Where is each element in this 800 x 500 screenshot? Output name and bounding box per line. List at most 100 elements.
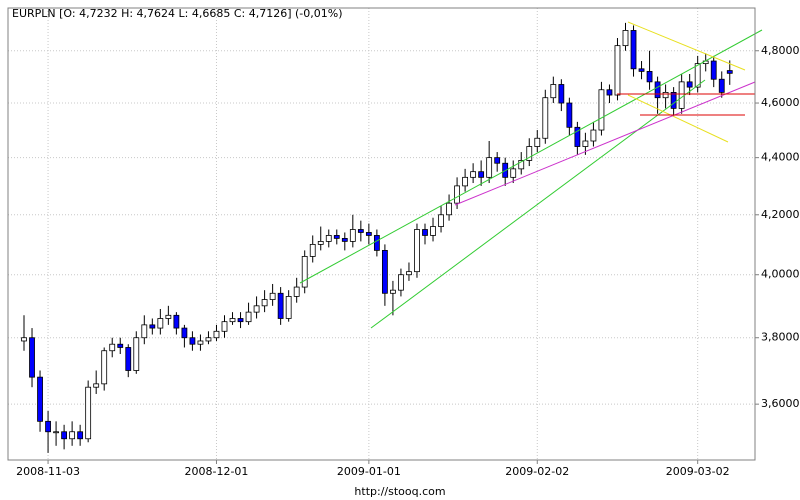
- y-tick-label: 4,4000: [761, 151, 800, 164]
- candle-body: [550, 84, 557, 99]
- candle-body: [670, 92, 677, 109]
- candle-body: [165, 314, 172, 319]
- y-tick-label: 4,8000: [761, 44, 800, 57]
- trend-lines: [299, 21, 763, 329]
- candle-body: [662, 92, 669, 99]
- channel-line: [370, 79, 706, 329]
- candles: [21, 22, 733, 453]
- candle-body: [77, 431, 84, 440]
- candle-body: [406, 271, 412, 276]
- candle-body: [157, 318, 164, 329]
- candle-body: [173, 314, 180, 329]
- candle-body: [245, 311, 252, 323]
- candle-body: [598, 89, 605, 131]
- y-tick-label: 4,0000: [761, 268, 800, 281]
- candle-body: [221, 321, 228, 332]
- candle-body: [261, 299, 268, 307]
- candle-body: [325, 235, 332, 242]
- candle-body: [678, 81, 685, 109]
- candle-body: [390, 289, 396, 294]
- candle-body: [229, 318, 236, 323]
- candle-body: [189, 337, 196, 345]
- candle-body: [85, 386, 92, 440]
- candle-body: [574, 126, 581, 147]
- candle-body: [526, 146, 533, 161]
- candle-body: [686, 81, 693, 88]
- plot-frame: [7, 7, 756, 461]
- candle-body: [269, 292, 276, 300]
- candle-body: [582, 140, 589, 147]
- candle-body: [285, 296, 292, 319]
- candle-body: [301, 256, 308, 288]
- candle-body: [117, 343, 124, 348]
- candle-body: [606, 89, 613, 96]
- x-tick-label: 2009-01-01: [337, 465, 401, 478]
- candle-body: [710, 60, 717, 80]
- candle-body: [470, 171, 477, 178]
- candle-body: [373, 235, 380, 251]
- candle-body: [133, 337, 140, 371]
- candle-body: [430, 226, 436, 236]
- candle-body: [438, 214, 444, 227]
- y-tick-label: 4,2000: [761, 208, 800, 221]
- candle-body: [61, 431, 67, 440]
- candle-body: [253, 305, 260, 313]
- candle-body: [341, 238, 348, 242]
- candle-body: [542, 97, 549, 139]
- candle-body: [486, 157, 493, 178]
- candle-body: [478, 171, 485, 178]
- chart-title: EURPLN [O: 4,7232 H: 4,7624 L: 4,6685 C:…: [12, 7, 343, 20]
- wedge-line: [627, 21, 746, 71]
- y-tick-label: 4,6000: [761, 96, 800, 109]
- candle-body: [398, 274, 404, 291]
- x-tick-label: 2009-02-02: [505, 465, 569, 478]
- candle-body: [422, 229, 428, 236]
- candle-body: [454, 185, 460, 204]
- candle-body: [381, 249, 388, 294]
- candle-body: [718, 78, 725, 93]
- candle-body: [414, 229, 420, 273]
- candle-body: [237, 318, 244, 323]
- x-tick-label: 2008-11-03: [16, 465, 80, 478]
- candle-body: [197, 340, 204, 345]
- candle-body: [293, 286, 300, 297]
- candle-body: [277, 292, 284, 319]
- candle-body: [630, 30, 637, 70]
- candle-body: [205, 337, 212, 342]
- candle-body: [365, 232, 372, 236]
- candle-body: [590, 129, 597, 142]
- candle-body: [69, 431, 76, 440]
- candle-body: [534, 137, 541, 147]
- x-tick-label: 2009-03-02: [666, 465, 730, 478]
- candle-body: [654, 81, 661, 99]
- candle-body: [109, 343, 116, 352]
- candle-body: [694, 63, 701, 88]
- y-tick-label: 3,8000: [761, 331, 800, 344]
- support-line: [454, 81, 756, 206]
- candle-body: [349, 229, 356, 242]
- candle-body: [101, 350, 108, 385]
- wedge-line: [627, 94, 729, 143]
- candle-body: [141, 324, 148, 339]
- candle-body: [638, 68, 645, 72]
- candle-body: [462, 176, 469, 187]
- candle-body: [357, 229, 364, 233]
- candle-body: [181, 327, 188, 339]
- candle-body: [45, 420, 51, 433]
- candle-body: [494, 157, 501, 164]
- candle-body: [558, 84, 565, 104]
- candle-body: [518, 160, 525, 170]
- candle-body: [21, 337, 27, 342]
- candle-body: [446, 202, 452, 216]
- channel-line: [299, 29, 763, 284]
- candle-body: [125, 347, 132, 371]
- candle-body: [622, 30, 629, 47]
- candle-body: [317, 240, 324, 245]
- candle-body: [213, 330, 220, 339]
- candle-body: [37, 376, 43, 422]
- candle-body: [726, 70, 733, 74]
- candle-body: [510, 168, 517, 178]
